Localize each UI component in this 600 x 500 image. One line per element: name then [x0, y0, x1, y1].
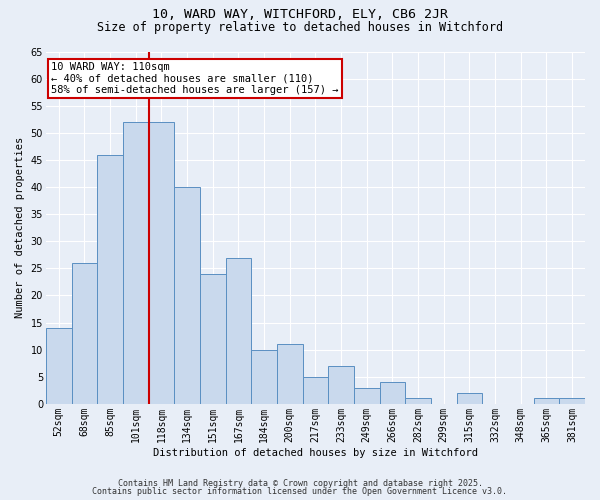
- Bar: [380, 382, 405, 404]
- Bar: [328, 366, 354, 404]
- Text: 10, WARD WAY, WITCHFORD, ELY, CB6 2JR: 10, WARD WAY, WITCHFORD, ELY, CB6 2JR: [152, 8, 448, 20]
- Text: 10 WARD WAY: 110sqm
← 40% of detached houses are smaller (110)
58% of semi-detac: 10 WARD WAY: 110sqm ← 40% of detached ho…: [51, 62, 339, 96]
- Bar: [97, 154, 123, 404]
- Bar: [277, 344, 302, 404]
- Y-axis label: Number of detached properties: Number of detached properties: [15, 137, 25, 318]
- Bar: [71, 263, 97, 404]
- Bar: [200, 274, 226, 404]
- Bar: [149, 122, 174, 404]
- Bar: [174, 187, 200, 404]
- Bar: [405, 398, 431, 404]
- Bar: [354, 388, 380, 404]
- Text: Contains public sector information licensed under the Open Government Licence v3: Contains public sector information licen…: [92, 487, 508, 496]
- Bar: [123, 122, 149, 404]
- Bar: [302, 377, 328, 404]
- X-axis label: Distribution of detached houses by size in Witchford: Distribution of detached houses by size …: [153, 448, 478, 458]
- Bar: [251, 350, 277, 404]
- Bar: [226, 258, 251, 404]
- Bar: [533, 398, 559, 404]
- Bar: [559, 398, 585, 404]
- Text: Size of property relative to detached houses in Witchford: Size of property relative to detached ho…: [97, 21, 503, 34]
- Bar: [457, 393, 482, 404]
- Text: Contains HM Land Registry data © Crown copyright and database right 2025.: Contains HM Land Registry data © Crown c…: [118, 478, 482, 488]
- Bar: [46, 328, 71, 404]
